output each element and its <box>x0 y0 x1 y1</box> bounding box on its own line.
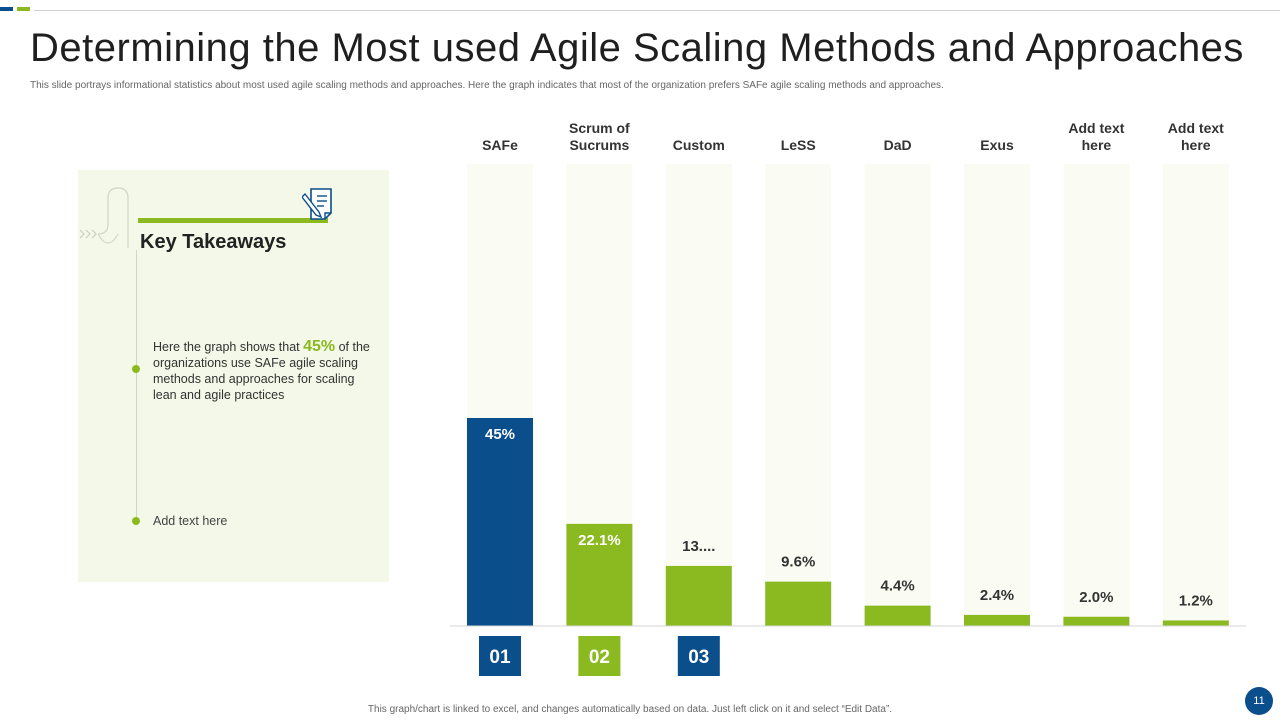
bar <box>864 605 931 626</box>
panel-accent-bar <box>138 218 328 223</box>
bar-track <box>864 164 931 626</box>
takeaway-1-suffix: of the organizations use SAFe agile scal… <box>153 340 370 402</box>
data-label: 2.4% <box>980 587 1014 604</box>
chevron-loop-icon <box>79 187 129 248</box>
rank-badge-label: 03 <box>688 647 709 668</box>
rank-badge-label: 01 <box>489 647 511 668</box>
bar-track <box>765 164 832 626</box>
bar <box>1063 616 1130 626</box>
category-label: Add text <box>1168 120 1224 136</box>
slide-subtitle: This slide portrays informational statis… <box>30 80 944 91</box>
takeaway-1-highlight: 45% <box>303 338 336 355</box>
category-label: DaD <box>884 137 912 153</box>
data-label: 45% <box>485 426 515 443</box>
document-pen-icon <box>302 188 332 220</box>
data-label: 9.6% <box>781 554 815 571</box>
category-label: Add text <box>1068 120 1124 136</box>
data-label: 4.4% <box>880 578 914 595</box>
key-takeaways-heading: Key Takeaways <box>140 231 287 253</box>
data-label: 13.... <box>682 538 715 555</box>
bar-track <box>964 164 1030 626</box>
takeaway-bullet-1 <box>132 365 140 373</box>
key-takeaways-panel <box>78 170 389 582</box>
bar <box>964 614 1030 626</box>
category-label: Exus <box>980 137 1014 153</box>
rank-badge <box>479 636 521 676</box>
takeaway-text-1: Here the graph shows that 45% of the org… <box>153 339 378 403</box>
rank-badge-label: 02 <box>589 647 610 668</box>
data-label: 2.0% <box>1079 589 1113 606</box>
footer-note: This graph/chart is linked to excel, and… <box>367 704 893 715</box>
rank-badge <box>578 636 621 676</box>
bar <box>665 565 732 626</box>
category-label: here <box>1181 137 1211 153</box>
data-label: 22.1% <box>578 532 621 549</box>
bar-track <box>665 164 732 626</box>
slide-title: Determining the Most used Agile Scaling … <box>30 26 1244 70</box>
bar <box>566 523 633 626</box>
category-label: SAFe <box>482 137 518 153</box>
category-label: Custom <box>673 137 725 153</box>
bar <box>1162 620 1229 626</box>
category-label: Scrum of <box>569 120 630 136</box>
top-divider <box>34 10 1280 11</box>
accent-bar-green <box>17 7 30 11</box>
bar <box>467 418 533 626</box>
takeaway-1-prefix: Here the graph shows that <box>153 340 304 354</box>
takeaway-timeline-line <box>136 250 137 522</box>
takeaway-bullet-2 <box>132 517 140 525</box>
data-label: 1.2% <box>1179 592 1213 609</box>
bar-track <box>1162 164 1229 626</box>
bar <box>765 581 832 626</box>
rank-badge <box>677 636 720 676</box>
category-label: LeSS <box>781 137 816 153</box>
bar-track <box>1063 164 1130 626</box>
category-label: Sucrums <box>569 137 629 153</box>
accent-bar-blue <box>0 7 13 11</box>
takeaway-text-2: Add text here <box>153 514 228 528</box>
page-number: 11 <box>1245 687 1273 715</box>
category-label: here <box>1082 137 1112 153</box>
